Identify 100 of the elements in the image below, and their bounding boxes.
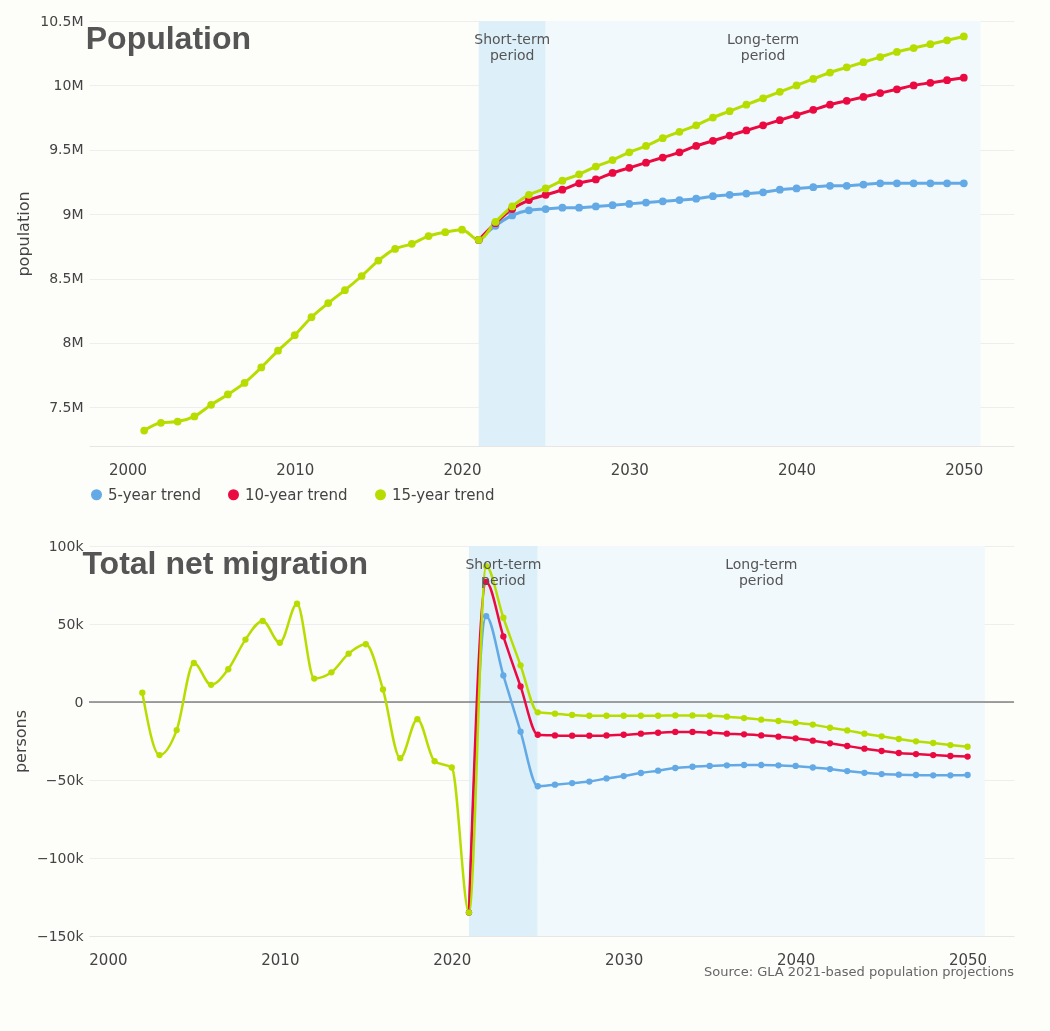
point	[775, 116, 784, 125]
x-tick-label: 2030	[610, 460, 649, 479]
point	[625, 200, 634, 208]
point	[525, 206, 533, 215]
point	[964, 753, 971, 760]
point	[483, 613, 490, 620]
point	[959, 179, 968, 188]
point	[586, 732, 593, 739]
y-tick-label: 8M	[62, 334, 84, 351]
y-tick-label: 7.5M	[49, 398, 84, 415]
point	[893, 85, 901, 94]
point	[558, 176, 567, 185]
point	[759, 121, 767, 130]
point	[517, 683, 524, 690]
point	[551, 732, 559, 739]
point	[575, 203, 583, 212]
y-tick-label: 10M	[53, 76, 84, 93]
point	[608, 156, 617, 164]
point	[591, 175, 600, 184]
point	[534, 709, 541, 716]
point	[620, 712, 627, 719]
point	[637, 712, 645, 719]
point	[207, 681, 215, 688]
point	[878, 770, 885, 778]
point	[500, 614, 507, 621]
point	[658, 153, 667, 162]
point	[207, 400, 215, 409]
point	[809, 106, 818, 114]
point	[826, 765, 834, 773]
point	[568, 779, 576, 787]
point	[508, 211, 517, 220]
point	[861, 769, 868, 776]
point	[424, 232, 433, 240]
y-tick-label: 8.5M	[49, 270, 84, 287]
point	[692, 194, 701, 203]
point	[534, 783, 541, 790]
point	[157, 418, 165, 427]
point	[675, 127, 684, 136]
point	[912, 750, 920, 758]
point	[689, 728, 696, 736]
point	[568, 732, 576, 739]
point	[441, 228, 450, 237]
point	[274, 346, 282, 355]
y-axis-title: population	[14, 191, 34, 277]
point	[706, 729, 713, 736]
point	[759, 188, 767, 197]
point	[374, 256, 383, 265]
point	[603, 732, 610, 739]
point	[758, 732, 765, 739]
point	[859, 58, 868, 67]
point	[876, 179, 885, 188]
x-tick-label: 2050	[945, 460, 984, 479]
point	[876, 89, 885, 97]
band-label: Short-term period	[474, 31, 551, 63]
point	[242, 636, 249, 643]
point	[964, 771, 971, 779]
point	[792, 735, 799, 742]
point	[826, 68, 834, 77]
point	[947, 741, 954, 749]
point	[689, 712, 696, 719]
x-tick-label: 2000	[89, 950, 128, 969]
point	[551, 781, 559, 788]
point	[407, 239, 416, 248]
point	[541, 184, 550, 193]
point	[809, 721, 816, 728]
point	[620, 772, 627, 780]
point	[876, 53, 885, 61]
point	[658, 134, 667, 143]
point	[458, 225, 466, 234]
point	[500, 633, 507, 640]
point	[775, 762, 782, 769]
point	[608, 169, 617, 177]
point	[809, 737, 816, 744]
y-tick-label: −150k	[36, 927, 85, 944]
point	[139, 689, 146, 696]
point	[959, 32, 968, 41]
point	[672, 712, 679, 719]
point	[959, 73, 968, 82]
point	[391, 245, 399, 253]
point	[586, 778, 593, 785]
point	[943, 76, 951, 85]
point	[517, 662, 524, 669]
point	[591, 162, 600, 171]
point	[324, 299, 333, 307]
y-tick-label: −100k	[36, 849, 85, 866]
point	[362, 641, 369, 648]
point	[709, 192, 717, 201]
point	[575, 170, 583, 179]
point	[642, 198, 650, 207]
point	[740, 714, 748, 722]
point	[930, 739, 937, 747]
point	[173, 417, 182, 426]
y-tick-label: 9M	[62, 205, 84, 222]
point	[525, 191, 533, 199]
y-tick-label: −50k	[45, 771, 85, 788]
point	[844, 742, 851, 750]
point	[379, 686, 387, 693]
point	[893, 179, 901, 188]
point	[293, 600, 301, 607]
point	[723, 730, 731, 737]
